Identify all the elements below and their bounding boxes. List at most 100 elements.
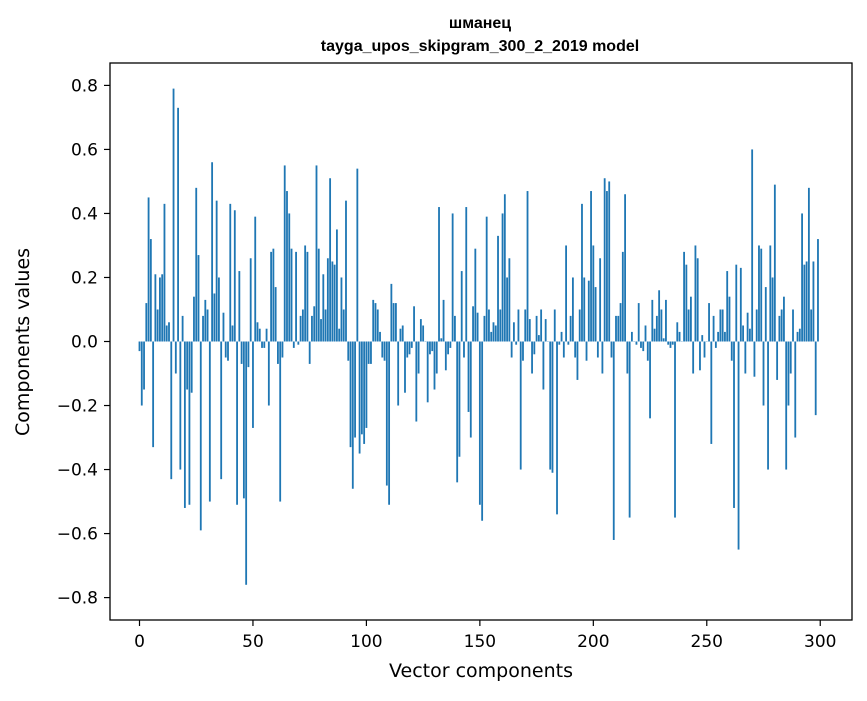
bar	[397, 342, 399, 406]
bar	[524, 309, 526, 341]
bar	[631, 332, 633, 342]
bar	[209, 342, 211, 502]
bar	[676, 322, 678, 341]
bar	[565, 245, 567, 341]
bar	[586, 342, 588, 361]
bar	[177, 108, 179, 342]
bar	[145, 303, 147, 341]
bar	[674, 342, 676, 518]
y-tick-label: 0.2	[71, 268, 98, 288]
bar	[288, 213, 290, 341]
bar	[350, 342, 352, 448]
bar	[456, 342, 458, 483]
bar	[499, 309, 501, 341]
bar	[270, 252, 272, 342]
bar	[193, 297, 195, 342]
bar	[776, 342, 778, 380]
bar	[390, 284, 392, 342]
bar	[232, 325, 234, 341]
bar	[304, 245, 306, 341]
bar	[359, 342, 361, 454]
bar	[198, 255, 200, 341]
x-tick-label: 250	[691, 632, 723, 652]
bar	[590, 191, 592, 341]
y-tick-label: 0.0	[71, 333, 98, 353]
bar	[370, 342, 372, 364]
y-axis-label: Components values	[12, 248, 34, 436]
bar	[157, 309, 159, 341]
bar	[665, 300, 667, 342]
bar	[654, 329, 656, 342]
bar	[309, 342, 311, 364]
bar	[211, 162, 213, 341]
bar	[792, 309, 794, 341]
bar	[803, 265, 805, 342]
bar	[150, 239, 152, 341]
bar	[531, 342, 533, 374]
bar	[660, 309, 662, 341]
bar	[497, 236, 499, 342]
bar	[252, 342, 254, 428]
bar	[549, 342, 551, 470]
x-tick-label: 150	[464, 632, 496, 652]
bar	[554, 309, 556, 341]
bar	[284, 165, 286, 341]
bar	[434, 342, 436, 390]
bar	[636, 342, 638, 345]
bar	[173, 89, 175, 342]
bar	[520, 342, 522, 470]
bar	[438, 207, 440, 341]
bar	[781, 309, 783, 341]
bar	[279, 342, 281, 502]
bar	[141, 342, 143, 406]
bar	[452, 213, 454, 341]
bar	[758, 245, 760, 341]
bar	[268, 342, 270, 406]
bar	[763, 342, 765, 406]
bar	[375, 303, 377, 341]
bar	[801, 213, 803, 341]
bar	[704, 342, 706, 358]
bar	[445, 342, 447, 371]
bar	[672, 342, 674, 345]
bar	[527, 191, 529, 341]
bar	[797, 332, 799, 342]
bar	[225, 342, 227, 358]
bar	[454, 316, 456, 342]
bar	[542, 342, 544, 390]
bar	[248, 342, 250, 368]
bar	[189, 342, 191, 505]
bar	[477, 313, 479, 342]
bar	[695, 245, 697, 341]
bar	[461, 271, 463, 341]
bar	[629, 342, 631, 518]
bar	[690, 297, 692, 342]
bar	[511, 342, 513, 358]
bar	[794, 342, 796, 438]
y-tick-label: −0.6	[57, 525, 98, 545]
bar	[656, 316, 658, 342]
bar	[468, 342, 470, 412]
bar	[200, 342, 202, 531]
bar	[336, 229, 338, 341]
bar	[479, 342, 481, 505]
bar	[667, 342, 669, 345]
bar	[658, 290, 660, 341]
bar	[617, 316, 619, 342]
bar	[418, 342, 420, 374]
bar	[688, 309, 690, 341]
bar	[316, 165, 318, 341]
bar	[817, 239, 819, 341]
bar	[322, 274, 324, 341]
bar	[341, 277, 343, 341]
bar	[708, 303, 710, 341]
bar	[606, 191, 608, 341]
bar	[334, 265, 336, 342]
bar	[311, 316, 313, 342]
bar	[166, 325, 168, 341]
bar	[422, 325, 424, 341]
bar	[204, 300, 206, 342]
bar	[361, 342, 363, 435]
bar	[366, 342, 368, 428]
